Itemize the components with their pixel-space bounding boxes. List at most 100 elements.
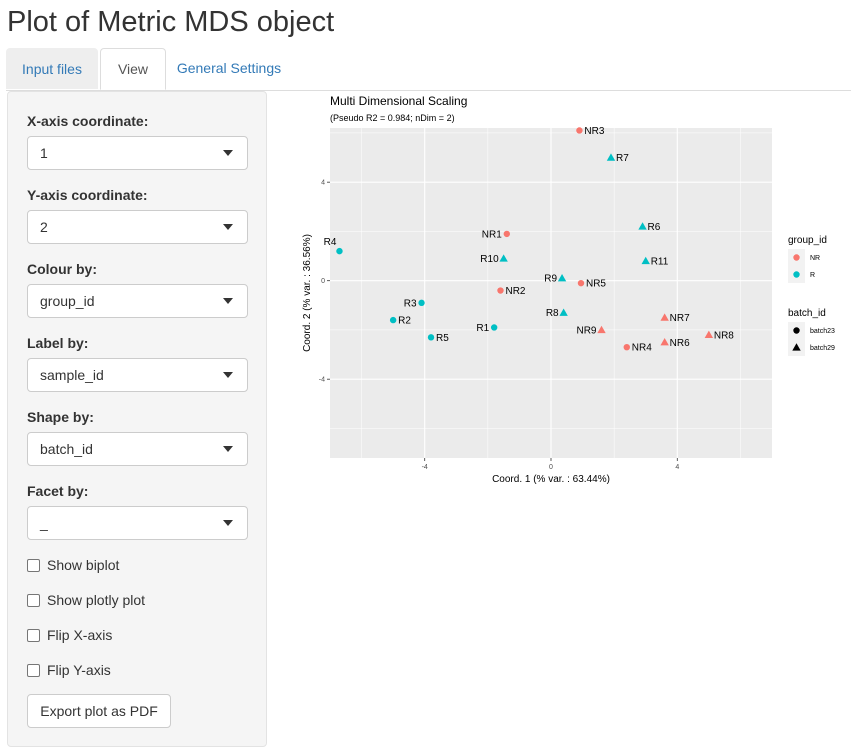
chevron-down-icon [223,150,233,156]
label-by-label: Label by: [27,335,89,351]
legend-label: batch23 [810,328,835,335]
tab-general-settings[interactable]: General Settings [176,60,282,76]
sidebar-panel: X-axis coordinate: 1 Y-axis coordinate: … [7,91,267,747]
point-r5 [427,334,435,341]
data-points: NR3 R7 NR1 R6 R4 R10 R11 R9 NR5 NR2 R3 R8 NR7 R2 R1 NR9… [324,126,735,354]
shape-by-value: batch_id [40,441,93,457]
legend-key-r [793,271,800,278]
show-plotly-checkbox[interactable] [27,594,40,607]
point-label: R7 [616,153,629,164]
chevron-down-icon [223,372,233,378]
point-nr6 [660,338,669,346]
point-label: NR7 [670,313,690,324]
y-axis-select[interactable]: 2 [27,210,248,244]
point-r11 [641,256,650,265]
y-axis-title: Coord. 2 (% var. : 36.56%) [302,234,313,352]
point-label: R1 [476,323,489,334]
chart-title: Multi Dimensional Scaling [330,94,467,108]
point-label: R8 [546,308,559,319]
point-nr5 [577,279,585,287]
flip-y-axis-checkbox[interactable] [27,664,40,677]
y-tick-label: 4 [321,180,325,187]
label-by-select[interactable]: sample_id [27,358,248,392]
point-r8 [559,308,568,316]
show-plotly-label: Show plotly plot [47,592,146,608]
x-axis-value: 1 [40,145,48,161]
colour-by-value: group_id [40,293,95,309]
x-tick-label: 4 [675,464,679,471]
x-tick-label: 0 [549,464,553,471]
grid-lines [330,128,772,458]
x-axis-title: Coord. 1 (% var. : 63.44%) [492,474,610,485]
show-biplot-checkbox[interactable] [27,559,40,572]
colour-by-select[interactable]: group_id [27,284,248,318]
point-r2 [389,316,397,324]
point-r9 [557,274,567,282]
point-label: NR3 [584,126,604,137]
chevron-down-icon [223,446,233,452]
point-nr7 [660,313,669,321]
point-label: R5 [436,333,449,344]
legend-key-nr [793,254,800,261]
shape-by-label: Shape by: [27,409,94,425]
label-by-value: sample_id [40,367,104,383]
point-label: R3 [404,298,417,309]
point-label: R6 [648,222,661,233]
point-nr1 [503,230,510,238]
facet-by-value: _ [40,515,48,531]
point-label: NR5 [586,279,606,290]
point-nr4 [623,343,630,351]
chevron-down-icon [223,298,233,304]
chevron-down-icon [223,224,233,230]
point-r4 [336,247,343,255]
export-pdf-button[interactable]: Export plot as PDF [27,694,171,728]
colour-by-label: Colour by: [27,261,97,277]
mds-plot: Multi Dimensional Scaling (Pseudo R2 = 0… [302,94,835,485]
facet-by-label: Facet by: [27,483,89,499]
point-label: NR4 [632,343,652,354]
legend-title: group_id [788,235,827,246]
point-r6 [638,222,647,230]
point-r1 [490,324,498,331]
y-axis-value: 2 [40,219,48,235]
axis-ticks: -4 0 4 -4 0 4 [319,180,680,471]
point-nr2 [497,287,504,294]
point-label: R10 [480,254,499,265]
show-biplot-label: Show biplot [47,557,120,573]
point-r3 [418,299,425,307]
point-nr3 [576,127,583,134]
page-title: Plot of Metric MDS object [7,6,335,38]
chevron-down-icon [223,520,233,526]
y-tick-label: 0 [321,278,325,285]
point-label: R4 [324,237,337,248]
point-r7 [606,153,616,161]
shape-by-select[interactable]: batch_id [27,432,248,466]
point-r10 [499,254,508,262]
point-label: NR9 [576,325,596,336]
tab-bar: Input files View General Settings [6,48,851,91]
flip-x-axis-checkbox[interactable] [27,629,40,642]
point-label: R11 [651,256,669,267]
x-axis-label: X-axis coordinate: [27,113,149,129]
y-axis-label: Y-axis coordinate: [27,187,148,203]
point-label: NR6 [670,338,690,349]
point-label: NR1 [482,229,502,240]
x-tick-label: -4 [422,464,428,471]
tab-view[interactable]: View [100,48,166,90]
flip-y-axis-label: Flip Y-axis [47,662,111,678]
legend-key-batch29 [792,343,801,351]
tab-input-files[interactable]: Input files [6,48,98,89]
chart-subtitle: (Pseudo R2 = 0.984; nDim = 2) [330,113,455,123]
facet-by-select[interactable]: _ [27,506,248,540]
x-axis-select[interactable]: 1 [27,136,248,170]
flip-x-axis-label: Flip X-axis [47,627,113,643]
point-nr9 [597,325,606,334]
legend-label: batch29 [810,345,835,352]
y-tick-label: -4 [319,377,325,384]
point-label: R2 [398,316,411,327]
point-label: NR2 [505,286,525,297]
point-label: R9 [544,274,557,285]
point-nr8 [704,330,714,339]
legend-title: batch_id [788,308,826,319]
